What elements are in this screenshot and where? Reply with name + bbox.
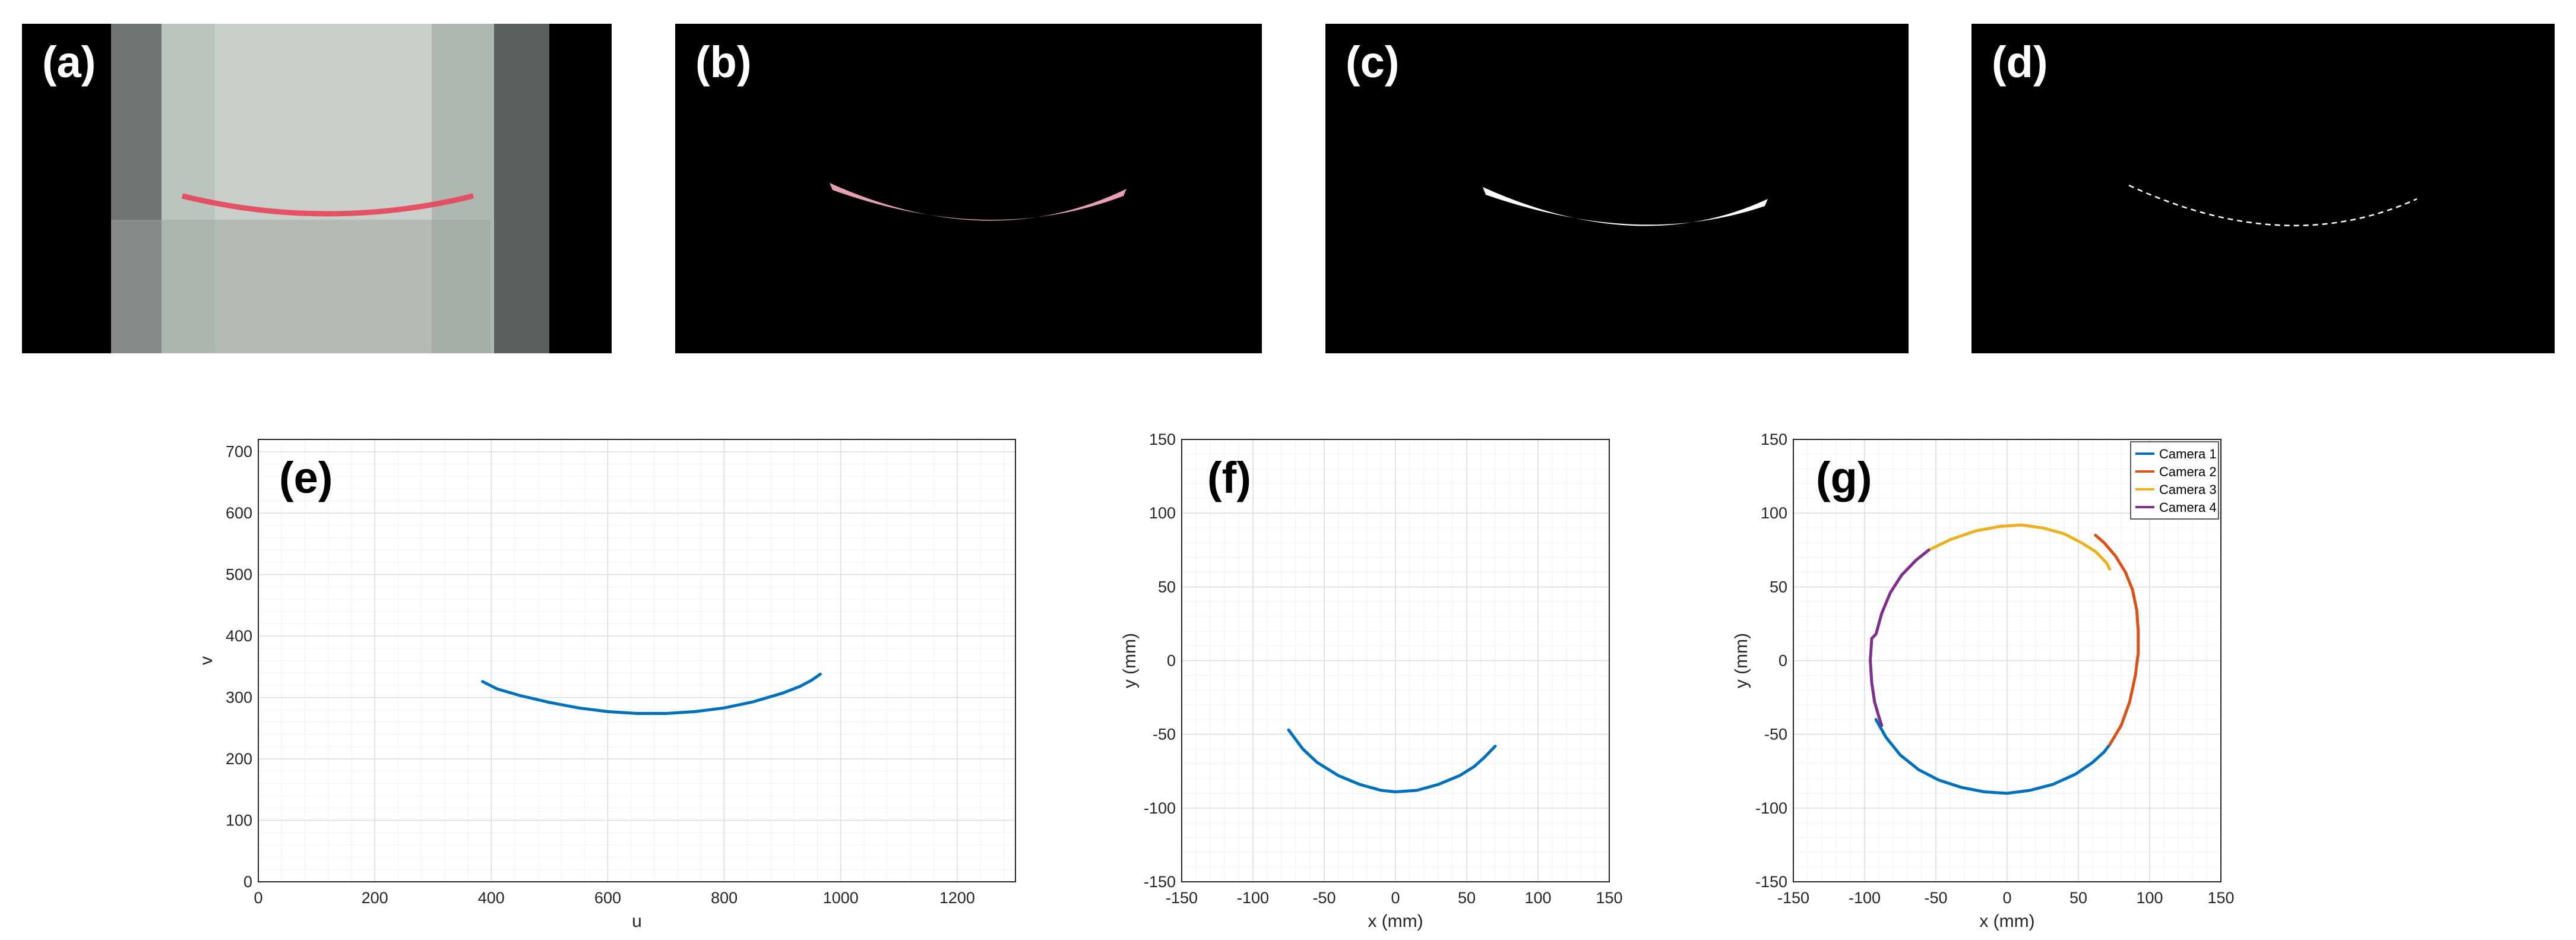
y-tick-label: 700 xyxy=(226,443,252,461)
chart-f-label: (f) xyxy=(1207,453,1251,502)
x-tick-label: 150 xyxy=(1596,889,1622,907)
y-tick-label: 300 xyxy=(226,689,252,707)
series-line-2 xyxy=(2094,533,2140,746)
x-axis-label: x (mm) xyxy=(1979,911,2034,931)
binary-white-arc xyxy=(1483,187,1768,226)
y-tick-label: 0 xyxy=(1167,652,1176,670)
x-axis-label: x (mm) xyxy=(1368,911,1423,931)
chart-g: -150 -100 -50 0 50 100 150 -150 -100 -50 0 50 100 150… xyxy=(1734,431,2235,931)
legend-entry: Camera 1 xyxy=(2159,447,2217,461)
y-tick-label: 0 xyxy=(243,873,252,891)
x-tick-label: -100 xyxy=(1237,889,1269,907)
mask-color-arc xyxy=(830,183,1126,221)
panel-c-label: (c) xyxy=(1346,37,1400,87)
x-tick-label: 0 xyxy=(2002,889,2011,907)
panel-a-photo: (a) xyxy=(22,24,612,353)
y-tick-label: 500 xyxy=(226,566,252,584)
x-tick-label: 50 xyxy=(2069,889,2087,907)
plot-border xyxy=(1181,439,1610,882)
x-tick-label: 50 xyxy=(1458,889,1476,907)
panel-b-label: (b) xyxy=(695,37,752,87)
y-tick-label: -100 xyxy=(1755,799,1787,817)
x-tick-label: 1000 xyxy=(823,889,859,907)
y-tick-label: 0 xyxy=(1778,652,1787,670)
series-line-1 xyxy=(481,672,822,715)
legend-entry: Camera 2 xyxy=(2159,464,2217,479)
x-tick-label: 0 xyxy=(254,889,262,907)
y-tick-label: 100 xyxy=(226,812,252,830)
x-tick-label: 800 xyxy=(711,889,738,907)
y-tick-label: -150 xyxy=(1755,873,1787,891)
series-line-1 xyxy=(1874,718,2112,795)
x-tick-label: 200 xyxy=(362,889,388,907)
y-tick-label: -50 xyxy=(1153,726,1176,743)
y-tick-label: 50 xyxy=(1158,578,1176,596)
y-tick-label: 200 xyxy=(226,750,252,768)
x-tick-label: 0 xyxy=(1391,889,1400,907)
y-tick-label: 100 xyxy=(1149,504,1176,522)
y-tick-label: 100 xyxy=(1761,504,1787,522)
y-axis-label: y (mm) xyxy=(1734,633,1751,688)
plot-border xyxy=(258,439,1016,882)
x-tick-label: 600 xyxy=(594,889,621,907)
y-tick-label: 50 xyxy=(1770,578,1787,596)
x-tick-label: 150 xyxy=(2207,889,2234,907)
y-axis-label: v xyxy=(197,656,216,665)
x-tick-label: 100 xyxy=(2136,889,2163,907)
x-tick-label: 400 xyxy=(478,889,505,907)
panel-d-skeleton: (d) xyxy=(1971,24,2555,353)
series-line-3 xyxy=(1927,523,2112,571)
y-tick-label: 600 xyxy=(226,504,252,522)
skeleton-thin-arc xyxy=(2128,184,2417,227)
plot-border xyxy=(1793,439,2221,882)
x-tick-label: -100 xyxy=(1849,889,1881,907)
y-tick-label: -100 xyxy=(1144,799,1176,817)
chart-e-label: (e) xyxy=(279,453,333,502)
y-axis-label: y (mm) xyxy=(1120,633,1140,688)
y-tick-label: -50 xyxy=(1764,726,1787,743)
x-tick-label: -50 xyxy=(1312,889,1336,907)
chart-e: 0 200 400 600 800 1000 1200 0 100 200 300 400 500 600… xyxy=(197,439,1016,931)
y-tick-label: 150 xyxy=(1761,431,1787,448)
legend-entry: Camera 3 xyxy=(2159,482,2217,497)
x-axis-label: u xyxy=(632,911,642,931)
panel-b-mask: (b) xyxy=(675,24,1262,353)
panel-c-binary: (c) xyxy=(1325,24,1909,353)
series-line-4 xyxy=(1869,548,1931,727)
chart-g-label: (g) xyxy=(1816,453,1872,502)
x-tick-label: 100 xyxy=(1524,889,1551,907)
chart-f: -150 -100 -50 0 50 100 150 -150 -100 -50 0 50 100 150… xyxy=(1120,431,1623,931)
panel-a-label: (a) xyxy=(42,37,96,87)
x-tick-label: -150 xyxy=(1166,889,1198,907)
x-tick-label: -50 xyxy=(1924,889,1947,907)
legend-entry: Camera 4 xyxy=(2159,500,2217,515)
series-line-1 xyxy=(1287,728,1497,793)
photo-pipe-with-laser xyxy=(22,24,612,353)
x-tick-label: -150 xyxy=(1777,889,1809,907)
x-tick-label: 1200 xyxy=(939,889,975,907)
panel-d-label: (d) xyxy=(1992,37,2048,87)
y-tick-label: 400 xyxy=(226,627,252,645)
y-tick-label: 150 xyxy=(1149,431,1176,448)
y-tick-label: -150 xyxy=(1144,873,1176,891)
